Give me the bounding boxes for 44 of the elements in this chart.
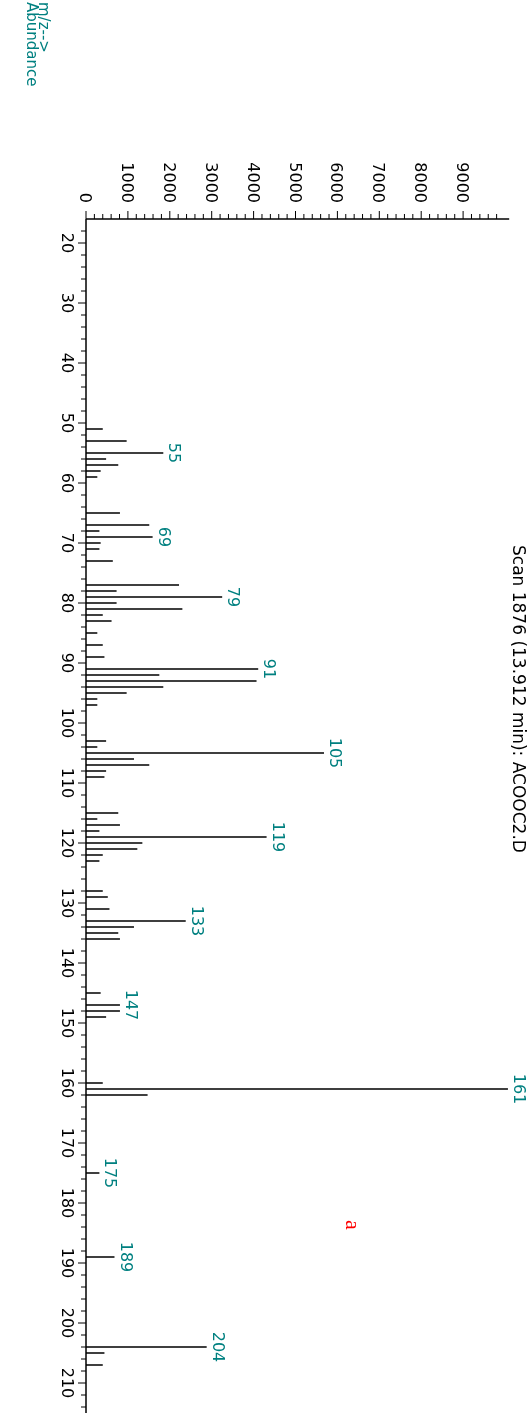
annotation: 79 bbox=[224, 586, 244, 608]
annotation: 161 bbox=[509, 1073, 529, 1105]
y-tick-label: 20 bbox=[58, 232, 77, 254]
x-tick-label: 5000 bbox=[285, 162, 305, 203]
x-tick-label: 9000 bbox=[453, 162, 473, 203]
annotation: 204 bbox=[208, 1331, 228, 1363]
y-tick-label: 150 bbox=[58, 1007, 77, 1039]
annotation: 175 bbox=[101, 1157, 121, 1189]
annotation: 105 bbox=[325, 737, 345, 769]
annotation: 147 bbox=[121, 989, 141, 1021]
text: Scan 1876 (13.912 min): ACOOC2.D bbox=[509, 545, 529, 853]
x-tick-label: 1000 bbox=[117, 162, 137, 203]
y-tick-label: 140 bbox=[58, 947, 77, 979]
x-tick-label: 2000 bbox=[159, 162, 179, 203]
annotation: 119 bbox=[268, 821, 288, 853]
y-tick-label: 110 bbox=[58, 767, 77, 799]
y-tick-label: 200 bbox=[58, 1307, 77, 1339]
y-tick-label: 70 bbox=[58, 532, 77, 554]
y-tick-label: 120 bbox=[58, 827, 77, 859]
y-tick-label: 180 bbox=[58, 1187, 77, 1219]
y-tick-label: 80 bbox=[58, 592, 77, 614]
annotation: 133 bbox=[187, 905, 207, 937]
annotation: 55 bbox=[165, 442, 185, 464]
x-tick-label: 7000 bbox=[369, 162, 389, 203]
annotation: 69 bbox=[154, 526, 174, 548]
annotation: a bbox=[341, 1220, 366, 1231]
annotation: 91 bbox=[260, 658, 280, 680]
annotation: 189 bbox=[116, 1241, 136, 1273]
x-tick-label: 4000 bbox=[243, 162, 263, 203]
x-tick-label: 6000 bbox=[327, 162, 347, 203]
y-tick-label: 90 bbox=[58, 652, 77, 674]
y-tick-label: 190 bbox=[58, 1247, 77, 1279]
y-tick-label: 30 bbox=[58, 292, 77, 314]
y-tick-label: 160 bbox=[58, 1067, 77, 1099]
x-tick-label: 0 bbox=[76, 192, 95, 203]
y-tick-label: 210 bbox=[58, 1367, 77, 1399]
y-tick-label: 100 bbox=[58, 707, 77, 739]
y-tick-label: 130 bbox=[58, 887, 77, 919]
y-tick-label: 170 bbox=[58, 1127, 77, 1159]
y-tick-label: 60 bbox=[58, 472, 77, 494]
y-tick-label: 40 bbox=[58, 352, 77, 374]
y-tick-label: 50 bbox=[58, 412, 77, 434]
x-tick-label: 8000 bbox=[411, 162, 431, 203]
x-tick-label: 3000 bbox=[201, 162, 221, 203]
